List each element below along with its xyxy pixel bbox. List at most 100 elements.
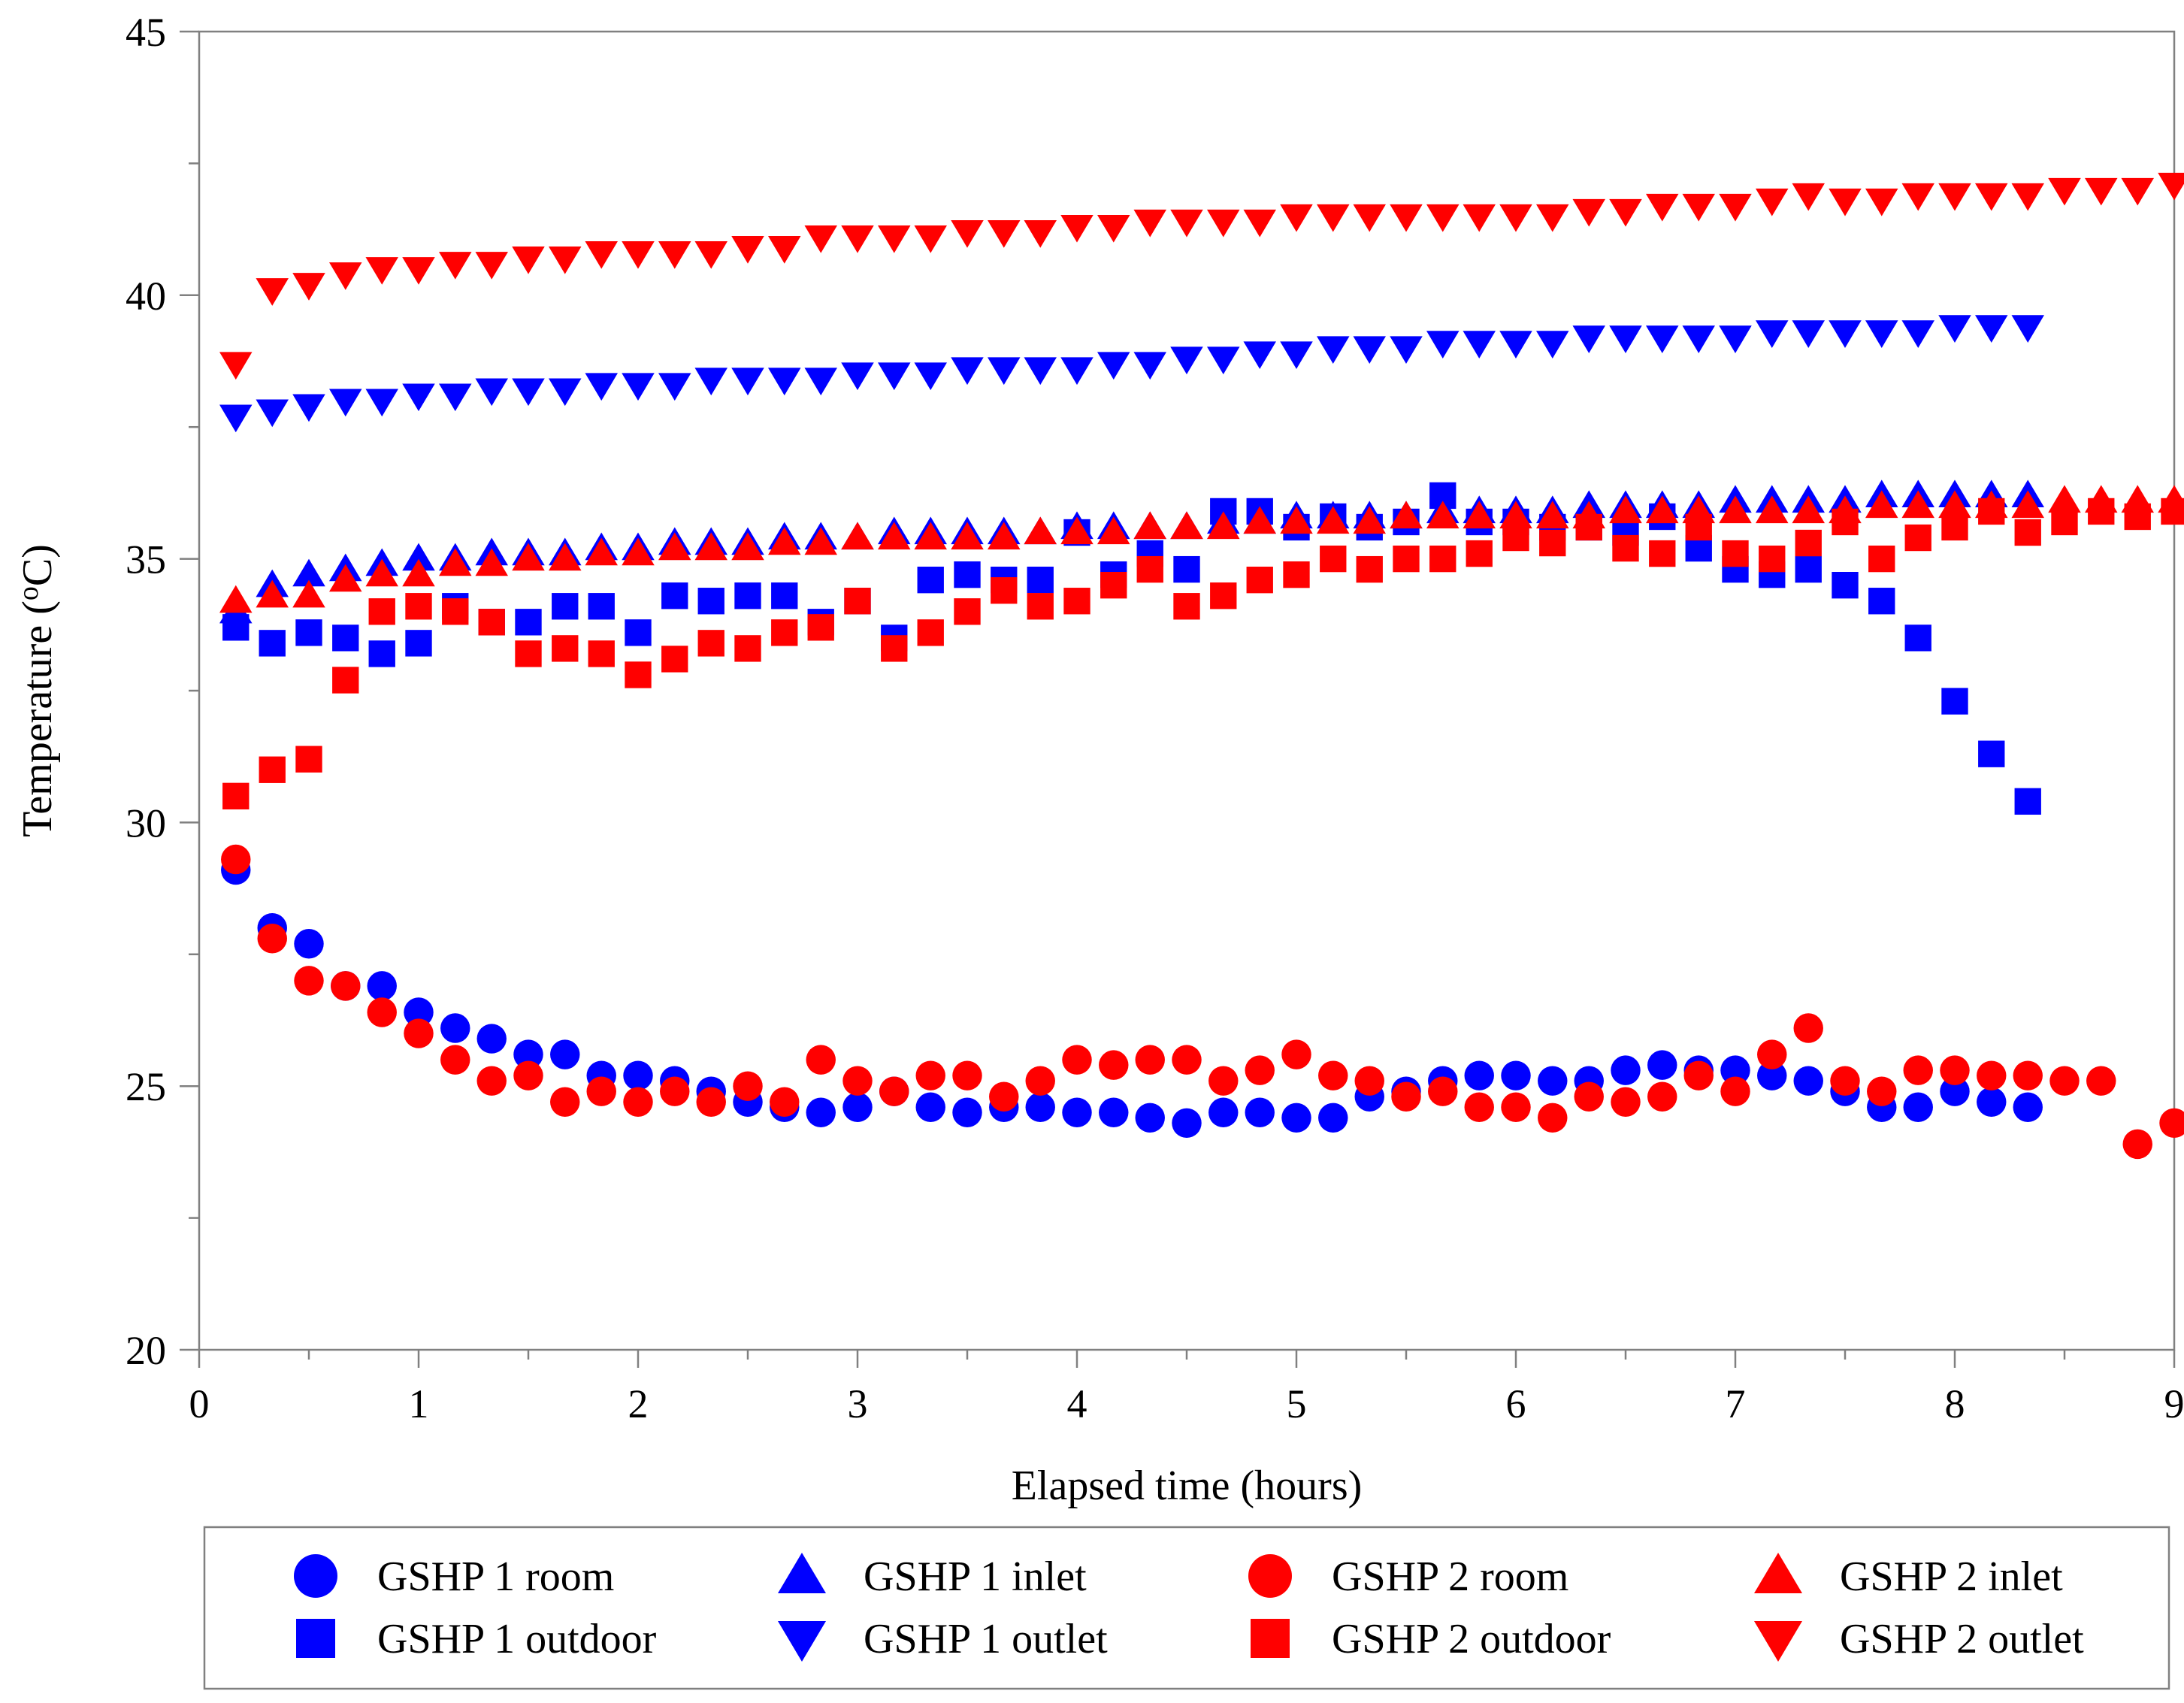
data-point-gshp-1-outdoor xyxy=(332,625,359,652)
data-point-gshp-1-outlet xyxy=(1865,320,1898,348)
data-point-gshp-2-inlet xyxy=(475,548,508,576)
data-point-gshp-2-room xyxy=(1867,1076,1897,1106)
data-point-gshp-1-outdoor xyxy=(405,630,432,657)
data-point-gshp-1-outlet xyxy=(1901,320,1934,348)
data-point-gshp-2-outlet xyxy=(1133,209,1166,237)
data-point-gshp-2-inlet xyxy=(1353,506,1386,534)
data-point-gshp-2-outdoor xyxy=(1868,545,1895,573)
data-point-gshp-1-outdoor xyxy=(625,619,652,646)
legend-label: GSHP 1 inlet xyxy=(864,1553,1087,1600)
data-point-gshp-1-room xyxy=(1720,1055,1750,1085)
legend-label: GSHP 2 outdoor xyxy=(1332,1616,1611,1662)
data-point-gshp-1-room xyxy=(1208,1097,1239,1127)
data-point-gshp-2-outlet xyxy=(622,241,655,269)
data-point-gshp-2-room xyxy=(440,1045,470,1075)
data-point-gshp-2-inlet xyxy=(2011,490,2044,519)
data-point-gshp-1-room xyxy=(1464,1060,1494,1090)
data-point-gshp-1-outlet xyxy=(512,378,545,407)
legend-marker-gshp-1-inlet xyxy=(778,1553,826,1593)
data-point-gshp-2-outlet xyxy=(1901,183,1934,211)
x-tick-label: 2 xyxy=(628,1381,649,1426)
data-point-gshp-1-outlet xyxy=(804,368,837,396)
data-point-gshp-2-outlet xyxy=(1646,193,1679,222)
data-point-gshp-2-outdoor xyxy=(917,619,944,646)
data-point-gshp-1-outlet xyxy=(402,383,435,412)
data-point-gshp-1-outdoor xyxy=(734,582,761,610)
data-point-gshp-1-room xyxy=(550,1039,580,1069)
data-point-gshp-2-outdoor xyxy=(515,640,542,667)
data-point-gshp-2-outdoor xyxy=(1612,534,1639,562)
data-point-gshp-2-room xyxy=(696,1087,726,1117)
data-point-gshp-2-inlet xyxy=(585,537,618,566)
data-point-gshp-1-outlet xyxy=(878,362,911,391)
data-point-gshp-1-outlet xyxy=(1719,325,1752,354)
data-point-gshp-1-room xyxy=(440,1013,470,1043)
x-tick-label: 0 xyxy=(189,1381,210,1426)
data-point-gshp-1-room xyxy=(1025,1092,1055,1122)
data-point-gshp-1-outlet xyxy=(1133,352,1166,380)
data-point-gshp-2-outdoor xyxy=(1173,593,1200,620)
data-point-gshp-2-inlet xyxy=(694,532,727,561)
data-point-gshp-2-outdoor xyxy=(881,635,908,662)
data-point-gshp-2-inlet xyxy=(292,579,325,608)
data-point-gshp-2-inlet xyxy=(1024,516,1057,545)
series-gshp-2-inlet xyxy=(219,485,2184,613)
data-point-gshp-2-outlet xyxy=(658,241,691,269)
data-point-gshp-2-outdoor xyxy=(332,667,359,694)
legend-item-gshp-2-outlet: GSHP 2 outlet xyxy=(1754,1616,2084,1662)
data-point-gshp-2-outlet xyxy=(1280,204,1313,232)
legend-marker-gshp-1-room xyxy=(294,1554,337,1598)
data-point-gshp-2-outdoor xyxy=(625,661,652,688)
data-point-gshp-2-inlet xyxy=(1426,501,1460,529)
y-tick-label: 40 xyxy=(126,274,166,319)
data-point-gshp-1-outlet xyxy=(475,378,508,407)
data-point-gshp-2-room xyxy=(1245,1055,1275,1085)
data-point-gshp-2-outlet xyxy=(878,225,911,253)
data-point-gshp-1-outlet xyxy=(256,399,289,428)
x-tick-label: 6 xyxy=(1506,1381,1526,1426)
data-point-gshp-1-outlet xyxy=(1207,346,1240,375)
data-point-gshp-1-room xyxy=(1099,1097,1129,1127)
series-gshp-2-outlet xyxy=(219,172,2184,380)
legend-marker-gshp-2-outlet xyxy=(1754,1621,1802,1662)
data-point-gshp-2-inlet xyxy=(1207,511,1240,540)
data-point-gshp-1-outdoor xyxy=(661,582,688,610)
data-point-gshp-2-inlet xyxy=(1756,495,1789,524)
data-point-gshp-1-outlet xyxy=(1243,341,1276,370)
y-tick-label: 20 xyxy=(126,1328,166,1373)
data-point-gshp-2-room xyxy=(1099,1050,1129,1080)
data-point-gshp-2-inlet xyxy=(768,527,801,555)
data-point-gshp-2-outdoor xyxy=(1100,572,1127,599)
legend-label: GSHP 2 room xyxy=(1332,1553,1568,1600)
data-point-gshp-1-outlet xyxy=(1756,320,1789,348)
data-point-gshp-2-outdoor xyxy=(1246,566,1273,594)
data-point-gshp-2-outlet xyxy=(1243,209,1276,237)
legend: GSHP 1 room GSHP 1 outdoor GSHP 1 inlet GSH… xyxy=(294,1553,2084,1662)
data-point-gshp-2-outlet xyxy=(292,273,325,301)
data-point-gshp-1-outlet xyxy=(2011,315,2044,343)
data-point-gshp-2-room xyxy=(513,1060,543,1090)
data-point-gshp-2-inlet xyxy=(1133,511,1166,540)
data-point-gshp-1-outlet xyxy=(1024,357,1057,386)
data-point-gshp-1-outlet xyxy=(951,357,984,386)
data-point-gshp-1-outlet xyxy=(694,368,727,396)
data-point-gshp-1-outdoor xyxy=(954,561,981,588)
data-point-gshp-1-outlet xyxy=(1499,331,1532,359)
data-point-gshp-2-inlet xyxy=(402,558,435,587)
y-tick-label: 35 xyxy=(126,537,166,582)
data-point-gshp-2-room xyxy=(1757,1039,1787,1069)
data-point-gshp-2-room xyxy=(1793,1013,1823,1043)
data-point-gshp-2-outdoor xyxy=(222,782,250,809)
data-point-gshp-2-outdoor xyxy=(2051,508,2078,536)
data-point-gshp-2-inlet xyxy=(841,522,874,550)
legend-marker-gshp-2-outdoor xyxy=(1251,1619,1290,1658)
data-point-gshp-1-outlet xyxy=(1646,325,1679,354)
data-point-gshp-2-outdoor xyxy=(807,614,834,641)
data-point-gshp-2-inlet xyxy=(2085,485,2118,513)
y-axis-title-superscript: o xyxy=(13,586,44,600)
data-point-gshp-2-outlet xyxy=(512,247,545,274)
legend-box xyxy=(203,1526,2170,1690)
data-point-gshp-2-inlet xyxy=(731,532,764,561)
